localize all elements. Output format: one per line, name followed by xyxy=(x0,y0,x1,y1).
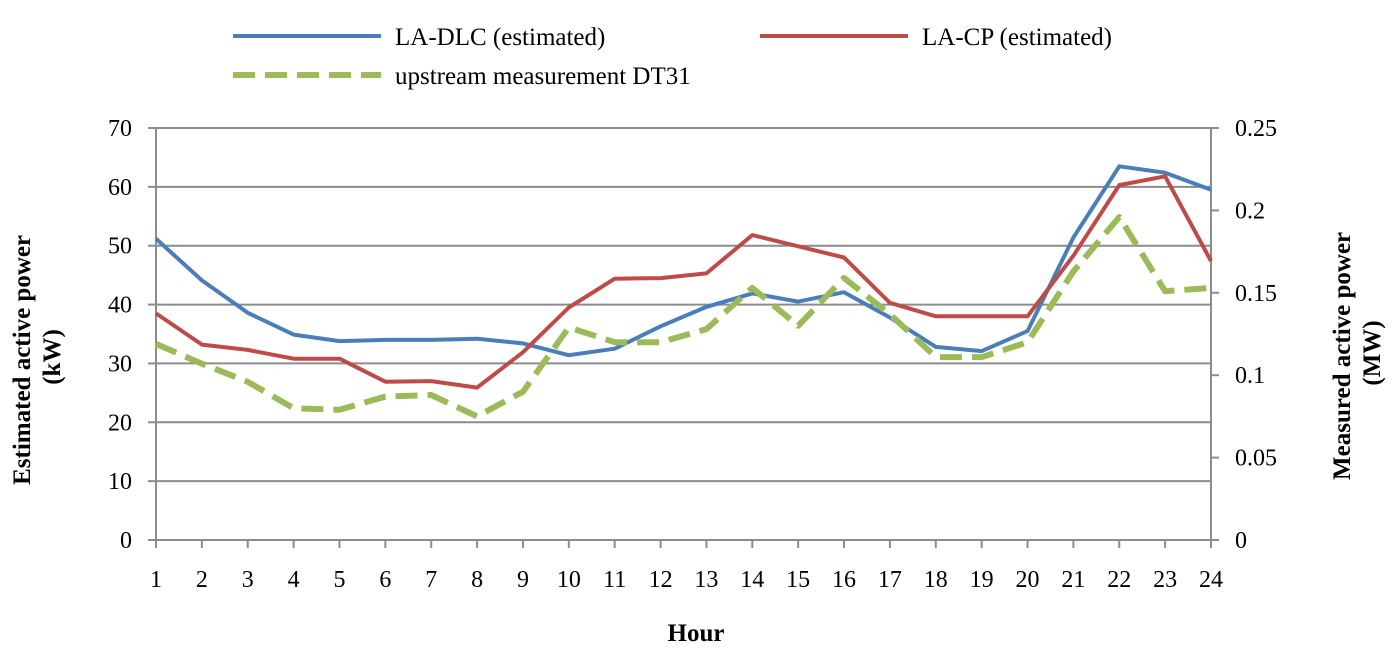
right-tick-label: 0.2 xyxy=(1235,198,1265,224)
left-tick-label: 40 xyxy=(108,293,132,319)
axes xyxy=(155,128,1212,541)
x-tick-label: 8 xyxy=(471,567,483,593)
left-tick-label: 50 xyxy=(108,234,132,260)
series-line-2 xyxy=(154,174,1213,390)
left-tick-label: 0 xyxy=(120,528,132,554)
x-tick-label: 24 xyxy=(1199,567,1223,593)
left-tick-label: 30 xyxy=(108,351,132,377)
left-y-axis-ticks: 0 10 20 30 40 50 60 70 xyxy=(108,116,156,554)
x-tick-label: 15 xyxy=(786,567,810,593)
gridlines xyxy=(156,127,1211,541)
x-axis-ticks: 1 2 3 4 5 6 7 8 9 10 11 12 13 14 15 16 17 18 19 20 21 22 23 24 xyxy=(150,540,1223,593)
series-line-1 xyxy=(154,164,1212,358)
legend: LA-DLC (estimated) LA-CP (estimated) upstr… xyxy=(233,24,1112,90)
left-tick-label: 20 xyxy=(108,410,132,436)
x-axis-title: Hour xyxy=(668,620,725,647)
right-y-axis-ticks: 0 0.05 0.1 0.15 0.2 0.25 xyxy=(1211,116,1277,554)
right-tick-label: 0.05 xyxy=(1235,446,1277,472)
right-y-axis-title-line1: Measured active power xyxy=(1329,232,1356,480)
x-tick-label: 2 xyxy=(196,567,208,593)
x-tick-label: 9 xyxy=(517,567,529,593)
right-tick-label: 0.1 xyxy=(1235,363,1265,389)
x-tick-label: 7 xyxy=(425,567,437,593)
x-tick-label: 3 xyxy=(242,567,254,593)
x-tick-label: 20 xyxy=(1016,567,1040,593)
legend-label-1: LA-DLC (estimated) xyxy=(395,24,605,51)
left-tick-label: 10 xyxy=(108,469,132,495)
right-y-axis-title: Measured active power (MW) xyxy=(1329,226,1386,480)
right-tick-label: 0.15 xyxy=(1235,281,1277,307)
x-tick-label: 16 xyxy=(832,567,856,593)
series-line-3 xyxy=(154,214,1212,420)
x-tick-label: 10 xyxy=(557,567,581,593)
right-tick-label: 0.25 xyxy=(1235,116,1277,142)
left-tick-label: 60 xyxy=(108,175,132,201)
right-tick-label: 0 xyxy=(1235,528,1247,554)
x-tick-label: 23 xyxy=(1153,567,1177,593)
x-tick-label: 17 xyxy=(878,567,902,593)
x-tick-label: 4 xyxy=(288,567,300,593)
legend-label-3: upstream measurement DT31 xyxy=(395,63,691,90)
x-tick-label: 14 xyxy=(740,567,764,593)
series-lines xyxy=(154,164,1213,420)
x-tick-label: 21 xyxy=(1061,567,1085,593)
x-tick-label: 19 xyxy=(970,567,994,593)
x-tick-label: 11 xyxy=(603,567,626,593)
x-tick-label: 5 xyxy=(333,567,345,593)
left-y-axis-title-line1: Estimated active power xyxy=(9,235,36,485)
x-tick-label: 13 xyxy=(694,567,718,593)
left-y-axis-title: Estimated active power (kW) xyxy=(9,229,66,485)
left-tick-label: 70 xyxy=(108,116,132,142)
x-tick-label: 22 xyxy=(1107,567,1131,593)
right-y-axis-title-line2: (MW) xyxy=(1359,320,1386,385)
x-tick-label: 18 xyxy=(924,567,948,593)
x-tick-label: 6 xyxy=(379,567,391,593)
legend-label-2: LA-CP (estimated) xyxy=(922,24,1112,51)
x-tick-label: 1 xyxy=(150,567,162,593)
x-tick-label: 12 xyxy=(649,567,673,593)
left-y-axis-title-line2: (kW) xyxy=(39,329,66,385)
